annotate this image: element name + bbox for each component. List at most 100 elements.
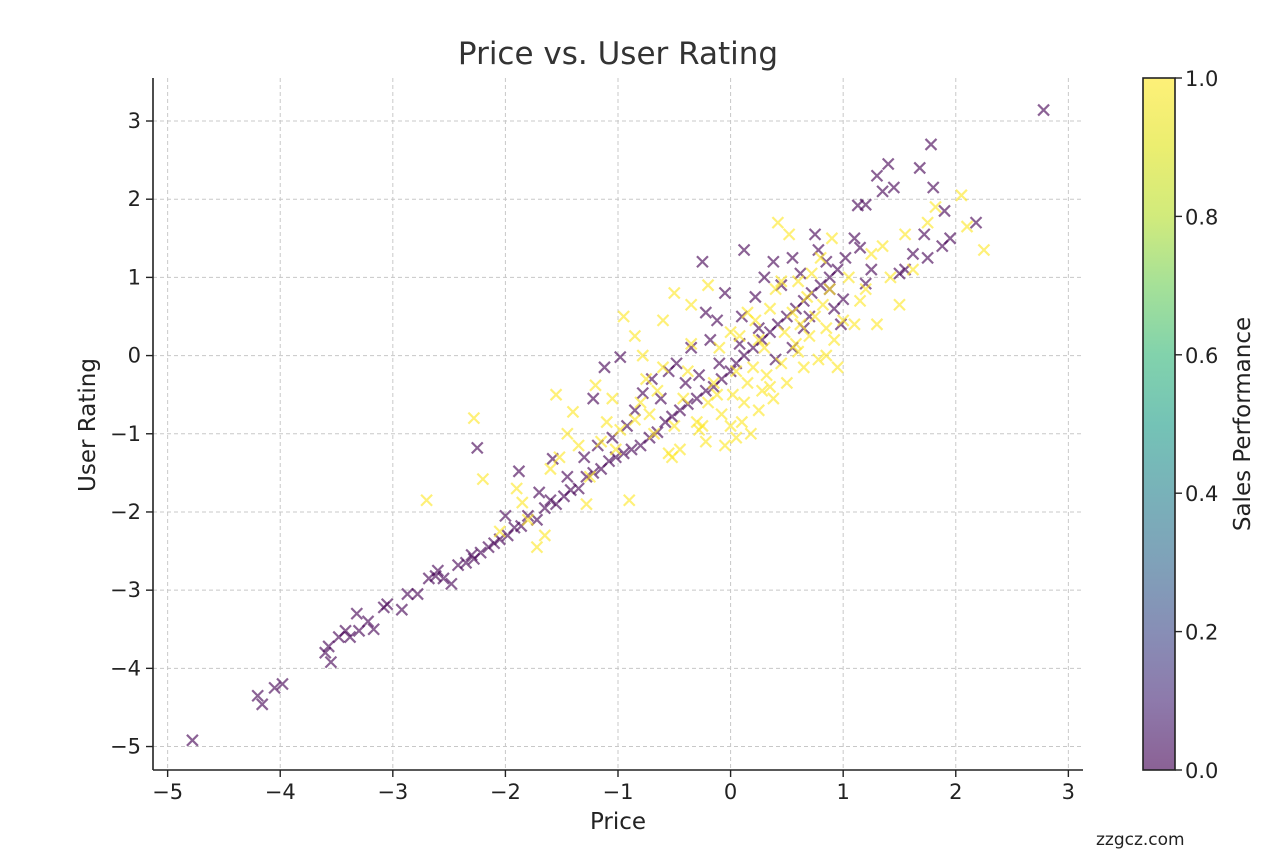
data-point	[549, 388, 563, 401]
data-point	[836, 314, 850, 327]
data-point	[848, 318, 861, 331]
watermark-text: zzgcz.com	[1096, 830, 1185, 850]
data-point	[884, 271, 897, 284]
data-point	[673, 404, 687, 417]
data-point	[763, 302, 777, 315]
data-point	[696, 255, 709, 269]
data-point	[670, 357, 683, 370]
y-tick-label: 0	[128, 344, 141, 368]
data-point	[831, 263, 844, 276]
data-point	[544, 493, 557, 507]
data-point	[620, 419, 634, 433]
data-point	[814, 251, 827, 265]
y-tick-label: −4	[110, 656, 141, 680]
data-point	[724, 419, 737, 433]
data-point	[553, 450, 566, 464]
data-point	[487, 536, 501, 550]
data-point	[848, 232, 861, 245]
data-point	[876, 239, 889, 253]
colorbar-frame	[1142, 77, 1176, 771]
data-point	[665, 410, 679, 423]
data-point	[538, 501, 552, 515]
data-point	[350, 607, 364, 620]
series-1	[420, 189, 991, 554]
data-point	[758, 271, 771, 284]
data-point	[893, 298, 906, 312]
colorbar-ticks: 0.0 0.2 0.4 0.6 0.8 1.0	[1175, 67, 1218, 783]
data-point	[411, 587, 424, 601]
data-point	[853, 294, 867, 308]
data-point	[598, 361, 611, 374]
data-point	[566, 405, 580, 419]
data-point	[431, 564, 445, 577]
data-point	[643, 407, 656, 421]
data-point	[726, 388, 740, 401]
data-point	[380, 597, 394, 611]
x-tick-label: −5	[152, 780, 183, 804]
data-point	[628, 329, 642, 343]
x-tick-label: 2	[949, 780, 962, 804]
data-point	[617, 447, 630, 460]
data-point	[917, 228, 931, 241]
data-point	[794, 318, 807, 331]
data-point	[733, 329, 746, 343]
data-point	[395, 603, 409, 616]
data-point	[628, 404, 642, 417]
data-point	[696, 419, 709, 433]
data-point	[859, 277, 872, 290]
data-point	[367, 622, 380, 636]
data-point	[361, 615, 375, 628]
data-point	[651, 425, 664, 439]
data-point	[651, 384, 664, 398]
data-point	[752, 321, 766, 335]
data-point	[938, 204, 951, 218]
grid-lines	[153, 78, 1083, 770]
data-point	[870, 318, 884, 331]
data-point	[859, 198, 872, 211]
data-point	[677, 392, 690, 405]
axes: −5 −4 −3 −2 −1 0 1 2 3 −5 −4 −3 −2 −1 0 1 2 3	[110, 78, 1083, 804]
data-point	[737, 243, 751, 257]
data-point	[812, 243, 825, 257]
data-point	[465, 548, 478, 562]
data-point	[684, 298, 698, 312]
data-point	[741, 376, 754, 390]
data-point	[926, 181, 940, 194]
data-point	[960, 220, 974, 233]
y-tick-label: 2	[128, 187, 141, 211]
data-point	[803, 329, 816, 343]
y-tick-label: −5	[110, 735, 141, 759]
data-point	[451, 558, 465, 572]
data-point	[710, 314, 724, 327]
data-point	[577, 450, 591, 464]
data-point	[921, 216, 934, 229]
data-point	[692, 368, 706, 382]
data-point	[401, 587, 414, 601]
data-point	[737, 396, 751, 409]
data-point	[707, 376, 720, 390]
data-point	[499, 509, 512, 523]
data-point	[710, 388, 724, 401]
data-point	[580, 497, 593, 511]
data-point	[749, 290, 762, 304]
colorbar-tick-label: 1.0	[1185, 67, 1218, 91]
data-point	[752, 404, 766, 417]
data-point	[820, 349, 833, 362]
x-tick-label: 1	[836, 780, 849, 804]
data-point	[600, 415, 614, 429]
data-point	[613, 350, 627, 364]
data-point	[656, 314, 670, 327]
data-point	[782, 228, 796, 241]
data-point	[586, 392, 600, 405]
data-point	[602, 454, 616, 468]
data-point	[673, 443, 687, 456]
data-point	[572, 439, 585, 452]
data-point	[474, 546, 487, 559]
data-point	[561, 427, 574, 441]
data-point	[794, 267, 807, 280]
data-point	[786, 251, 799, 265]
data-point	[647, 427, 661, 441]
data-point	[510, 482, 523, 495]
data-point	[718, 439, 732, 452]
data-point	[924, 138, 938, 151]
